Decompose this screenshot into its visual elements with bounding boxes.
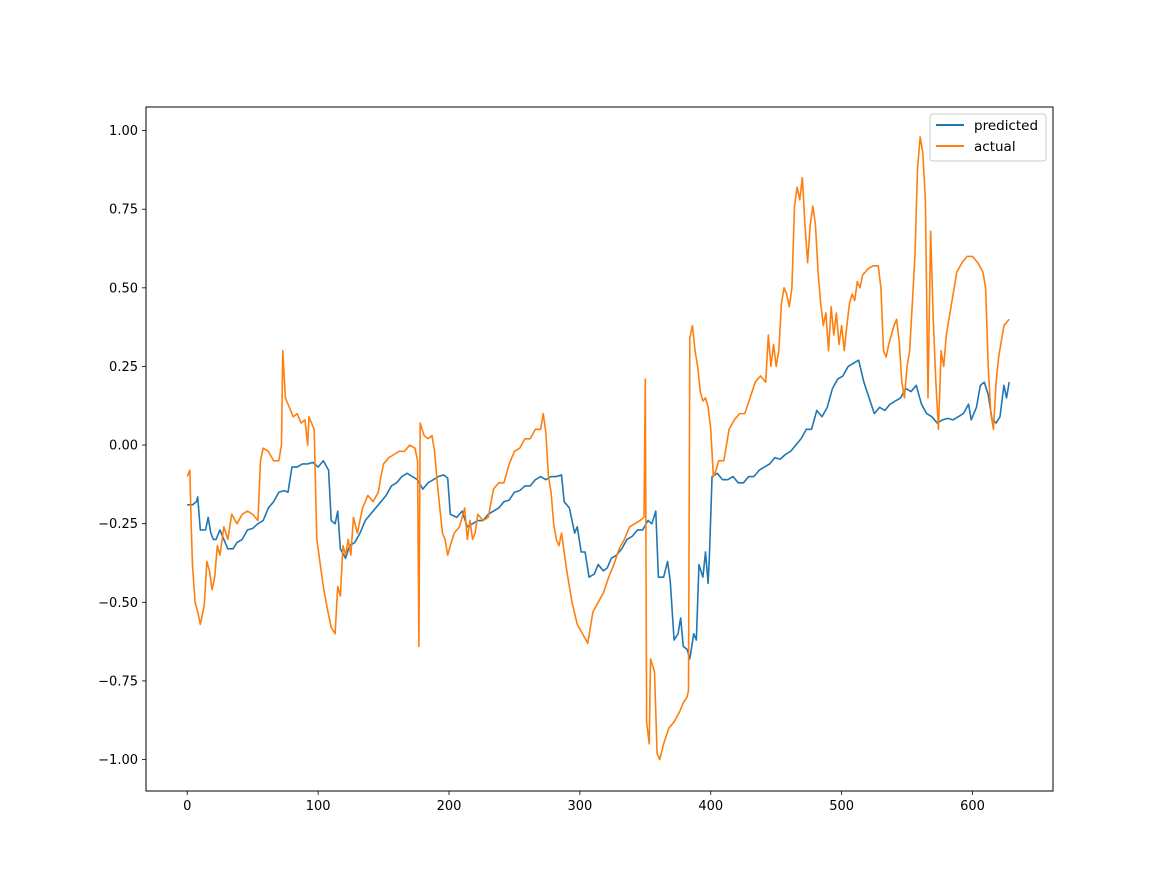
x-tick-label: 400 (698, 799, 723, 814)
y-tick-label: −0.50 (98, 596, 138, 611)
x-axis: 0 100 200 300 400 500 600 (183, 791, 985, 814)
series-line-actual (186, 136, 1010, 761)
y-tick-label: 0.50 (109, 281, 138, 296)
y-tick-label: −1.00 (98, 753, 138, 768)
legend-label-actual: actual (974, 139, 1016, 155)
y-tick-label: −0.25 (98, 517, 138, 532)
y-tick-label: 0.75 (109, 203, 138, 218)
y-tick-label: 0.00 (109, 439, 138, 454)
y-axis: −1.00 −0.75 −0.50 −0.25 0.00 0.25 0.50 0.75 1.00 (98, 124, 146, 768)
x-tick-label: 0 (183, 799, 191, 814)
x-tick-label: 600 (960, 799, 985, 814)
y-tick-label: −0.75 (98, 674, 138, 689)
y-tick-label: 1.00 (109, 124, 138, 139)
legend: predicted actual (929, 113, 1047, 162)
series-line-predicted (187, 359, 1010, 660)
y-tick-label: 0.25 (109, 360, 138, 375)
x-tick-label: 500 (829, 799, 854, 814)
x-tick-label: 300 (567, 799, 592, 814)
x-tick-label: 200 (437, 799, 462, 814)
plot-lines (186, 136, 1010, 761)
plot-frame (145, 106, 1054, 792)
legend-label-predicted: predicted (974, 118, 1038, 134)
x-tick-label: 100 (306, 799, 331, 814)
